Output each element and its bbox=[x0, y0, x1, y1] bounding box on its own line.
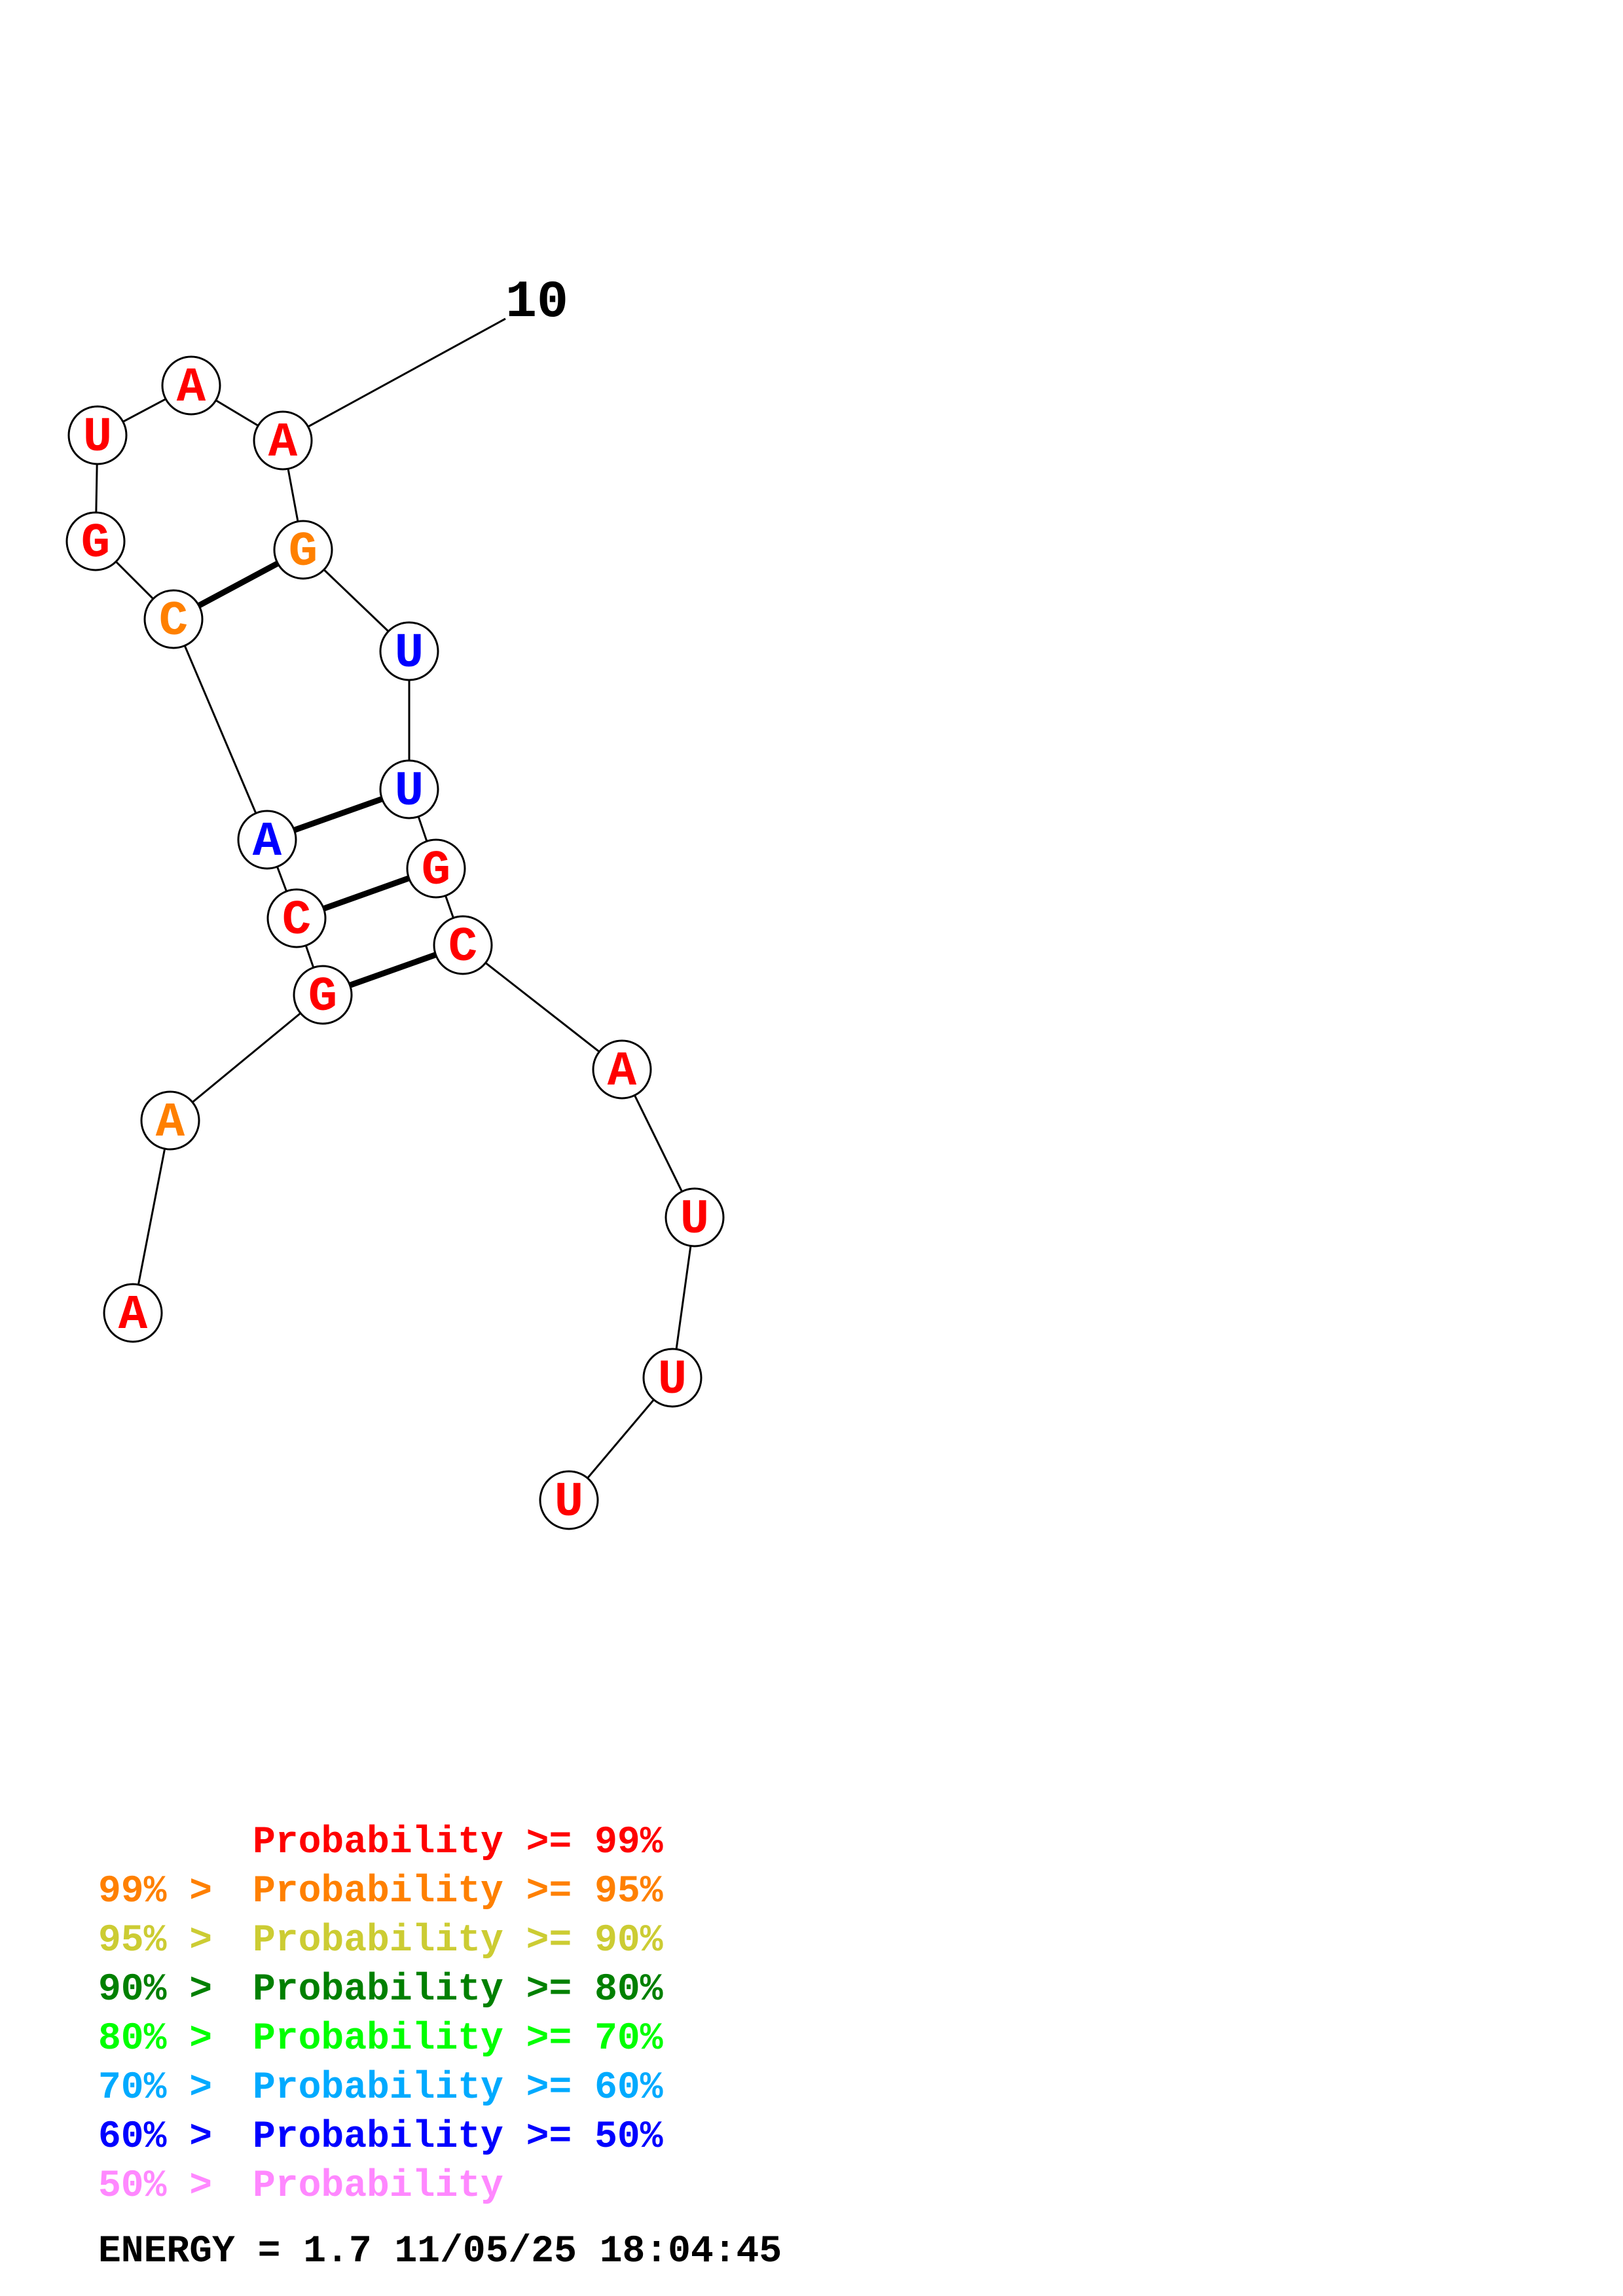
legend-range: 95% > bbox=[98, 1920, 212, 1962]
nucleotide-letter: G bbox=[308, 970, 337, 1025]
legend-label: Probability >= 70% bbox=[253, 2018, 663, 2060]
probability-legend: Probability >= 99% 99% > Probability >= 95… bbox=[98, 1821, 663, 2208]
legend-label: Probability >= 99% bbox=[253, 1821, 663, 1864]
nucleotide-letter: G bbox=[422, 844, 450, 899]
nucleotide-letter: G bbox=[289, 525, 318, 580]
nucleotide: U bbox=[379, 621, 439, 681]
nucleotide: C bbox=[143, 589, 204, 649]
position-10-label: 10 bbox=[505, 273, 568, 332]
nucleotide-circle bbox=[161, 355, 221, 416]
nucleotide: A bbox=[161, 355, 221, 416]
nucleotide-circle bbox=[539, 1470, 599, 1530]
legend-range: 50% > bbox=[98, 2165, 212, 2208]
legend-range: 90% > bbox=[98, 1969, 212, 2011]
nucleotide-circle bbox=[140, 1090, 200, 1151]
nucleotide-circle bbox=[293, 965, 353, 1025]
legend-range: 99% > bbox=[98, 1871, 212, 1913]
position-10-tick bbox=[282, 317, 506, 442]
energy-timestamp: ENERGY = 1.7 11/05/25 18:04:45 bbox=[98, 2231, 782, 2273]
nucleotide: A bbox=[140, 1090, 200, 1151]
nucleotide-letter: A bbox=[608, 1045, 637, 1100]
nucleotide: A bbox=[237, 810, 297, 870]
backbone-segment bbox=[462, 944, 623, 1071]
nucleotide-circle bbox=[379, 759, 439, 819]
nucleotide: U bbox=[642, 1348, 702, 1408]
nucleotide-letter: U bbox=[395, 764, 424, 819]
legend-label: Probability bbox=[253, 2165, 503, 2208]
nucleotide: U bbox=[539, 1470, 599, 1530]
legend-range: 70% > bbox=[98, 2067, 212, 2109]
nucleotide-letter: C bbox=[159, 594, 188, 649]
nucleotide-letter: A bbox=[119, 1288, 148, 1343]
nucleotide: G bbox=[65, 511, 126, 571]
nucleotide: A bbox=[592, 1039, 652, 1100]
nucleotide-letter: A bbox=[253, 815, 282, 870]
nucleotide-circle bbox=[67, 405, 128, 465]
nucleotide-circle bbox=[143, 589, 204, 649]
nucleotide-letter: U bbox=[680, 1193, 709, 1247]
nucleotide-circle bbox=[665, 1187, 725, 1247]
nucleotide: G bbox=[273, 520, 333, 580]
nucleotide-circle bbox=[273, 520, 333, 580]
nucleotide-letter: U bbox=[395, 626, 424, 681]
nucleotide-letter: U bbox=[658, 1353, 687, 1408]
legend-label: Probability >= 90% bbox=[253, 1920, 663, 1962]
nucleotide-circle bbox=[103, 1283, 163, 1343]
nucleotide: G bbox=[406, 838, 466, 899]
backbone-segment bbox=[172, 619, 268, 840]
nucleotide-circle bbox=[433, 915, 493, 975]
nucleotide: U bbox=[67, 405, 128, 465]
legend-range: 60% > bbox=[98, 2116, 212, 2159]
nucleotide: U bbox=[379, 759, 439, 819]
nucleotide-circle bbox=[237, 810, 297, 870]
nucleotide-letter: A bbox=[156, 1096, 185, 1151]
legend-label: Probability >= 80% bbox=[253, 1969, 663, 2011]
nucleotide: G bbox=[293, 965, 353, 1025]
nucleotide-letter: A bbox=[268, 416, 298, 471]
nucleotide-letter: C bbox=[448, 920, 477, 975]
legend-label: Probability >= 60% bbox=[253, 2067, 663, 2109]
backbone-segment bbox=[170, 994, 323, 1122]
nucleotide-letter: G bbox=[81, 516, 110, 571]
legend-label: Probability >= 95% bbox=[253, 1871, 663, 1913]
nucleotide: A bbox=[103, 1283, 163, 1343]
nucleotide: C bbox=[266, 888, 327, 948]
nucleotide-circle bbox=[642, 1348, 702, 1408]
nucleotide: A bbox=[253, 410, 313, 471]
legend-label: Probability >= 50% bbox=[253, 2116, 663, 2159]
nucleotide-circle bbox=[379, 621, 439, 681]
legend-range: 80% > bbox=[98, 2018, 212, 2060]
nucleotide-letter: A bbox=[177, 361, 206, 416]
backbone-segment bbox=[132, 1120, 172, 1314]
nucleotide-circle bbox=[253, 410, 313, 471]
backbone-lines bbox=[94, 384, 696, 1501]
nucleotide-letter: C bbox=[282, 893, 311, 948]
nucleotide: C bbox=[433, 915, 493, 975]
nucleotide-circle bbox=[65, 511, 126, 571]
nucleotide-circle bbox=[592, 1039, 652, 1100]
nucleotide-circle bbox=[266, 888, 327, 948]
nucleotide-letter: U bbox=[555, 1475, 583, 1530]
nucleotide-letter: U bbox=[83, 410, 112, 465]
nucleotide: U bbox=[665, 1187, 725, 1247]
nucleotide-circle bbox=[406, 838, 466, 899]
